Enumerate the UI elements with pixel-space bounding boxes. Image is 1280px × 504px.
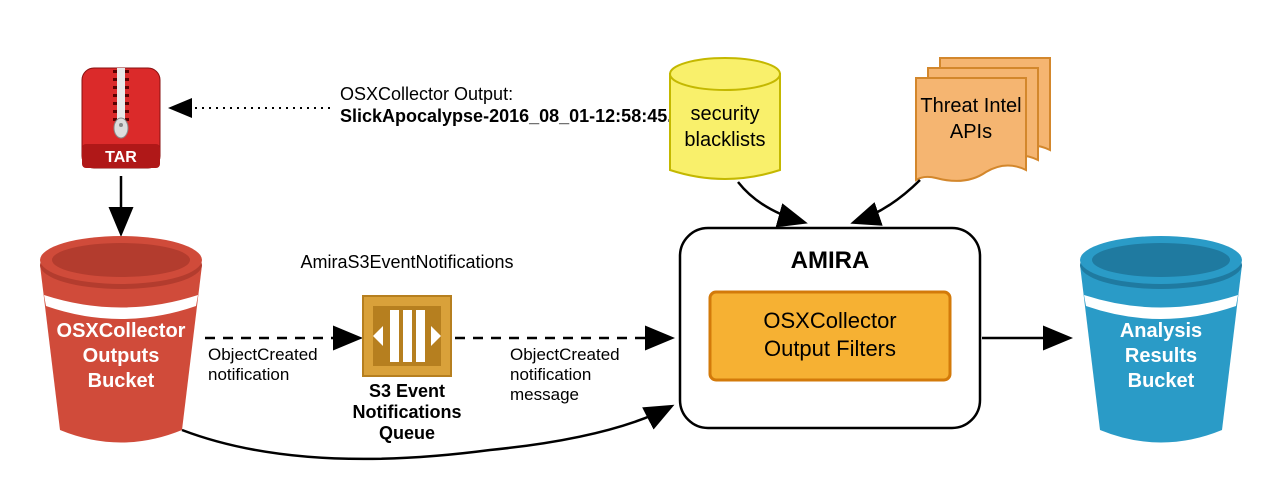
- objcreated-msg-1: ObjectCreated: [510, 345, 620, 364]
- architecture-diagram: TAR OSXCollector Output: SlickApocalypse…: [0, 0, 1280, 504]
- queue-top-label: AmiraS3EventNotifications: [300, 252, 513, 272]
- tar-icon: TAR: [82, 68, 160, 168]
- queue-icon: [363, 296, 451, 376]
- results-bucket-icon: Analysis Results Bucket: [1080, 236, 1242, 443]
- source-bucket-line2: Outputs: [83, 345, 160, 367]
- filter-line1: OSXCollector: [763, 308, 896, 333]
- tar-output-label-2: SlickApocalypse-2016_08_01-12:58:45.tar.…: [340, 106, 719, 126]
- arrow-blacklists-to-amira: [738, 182, 803, 222]
- source-bucket-line1: OSXCollector: [57, 320, 186, 342]
- blacklists-line2: blacklists: [684, 129, 765, 151]
- queue-line1: S3 Event: [369, 381, 445, 401]
- threat-line2: APIs: [950, 121, 992, 143]
- tar-label: TAR: [105, 149, 137, 166]
- amira-title: AMIRA: [791, 247, 870, 274]
- objcreated-msg-3: message: [510, 385, 579, 404]
- results-bucket-line1: Analysis: [1120, 320, 1202, 342]
- results-bucket-line2: Results: [1125, 345, 1197, 367]
- amira-box: AMIRA OSXCollector Output Filters: [680, 228, 980, 428]
- tar-output-label-1: OSXCollector Output:: [340, 84, 513, 104]
- queue-line3: Queue: [379, 423, 435, 443]
- filter-line2: Output Filters: [764, 336, 896, 361]
- threat-line1: Threat Intel: [920, 95, 1021, 117]
- arrow-threat-to-amira: [855, 180, 920, 222]
- results-bucket-line3: Bucket: [1128, 370, 1195, 392]
- blacklists-line1: security: [691, 103, 760, 125]
- queue-line2: Notifications: [352, 402, 461, 422]
- objcreated-notif-2: notification: [208, 365, 289, 384]
- blacklists-icon: security blacklists: [670, 58, 780, 179]
- objcreated-notif-1: ObjectCreated: [208, 345, 318, 364]
- source-bucket-icon: OSXCollector Outputs Bucket: [40, 236, 202, 443]
- objcreated-msg-2: notification: [510, 365, 591, 384]
- source-bucket-line3: Bucket: [88, 370, 155, 392]
- threat-apis-icon: Threat Intel APIs: [916, 58, 1050, 181]
